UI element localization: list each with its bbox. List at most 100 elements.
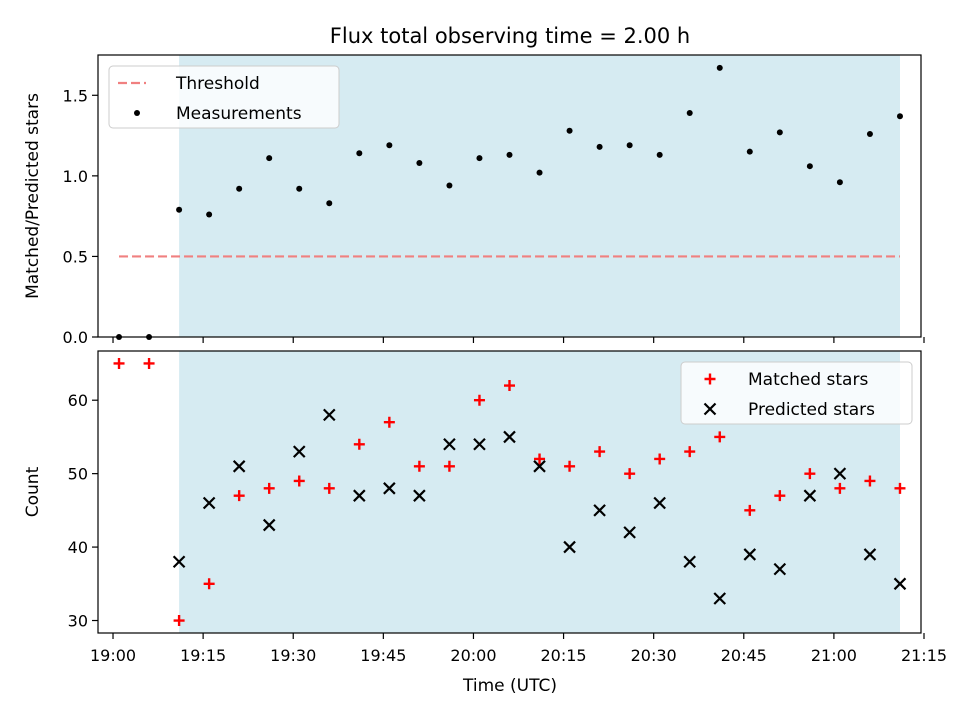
predicted-stars-point (863, 548, 877, 561)
matched-stars-point (894, 482, 906, 494)
measurements-point (236, 185, 243, 192)
predicted-stars-point (683, 555, 696, 569)
predicted-stars-point (743, 548, 757, 561)
x-tick-label: 20:00 (450, 646, 496, 665)
measurements-point (596, 143, 603, 150)
predicted-stars-point (443, 437, 456, 451)
measurements-point (866, 130, 873, 137)
legend: Threshold Measurements (108, 65, 340, 129)
y-tick-label: 50 (68, 465, 88, 484)
matched-stars-point (714, 431, 726, 443)
x-tick-label: 20:45 (721, 646, 767, 665)
matched-stars-point (534, 453, 546, 465)
legend-label: Predicted stars (748, 400, 875, 420)
measurements-point (836, 179, 843, 186)
predicted-stars-point (623, 526, 636, 539)
measurements-point (896, 113, 903, 120)
measurements-point (716, 64, 723, 71)
measurements-point (536, 169, 543, 176)
matched-stars-point (744, 504, 756, 516)
x-tick-label: 20:15 (541, 646, 587, 665)
legend-label: Matched stars (748, 370, 868, 390)
legend-matched-swatch (704, 373, 716, 385)
x-tick-label: 20:30 (631, 646, 677, 665)
matched-stars-point (233, 490, 245, 502)
predicted-stars-point (653, 496, 666, 510)
matched-stars-point (203, 578, 215, 590)
count-panel: 30 40 50 60 19:00 19:15 19:30 19:45 20:00 20:15 20… (23, 350, 947, 665)
x-tick-label: 19:45 (360, 646, 406, 665)
legend-box (108, 65, 340, 129)
measurements-point (776, 129, 783, 136)
measurements-point (566, 127, 573, 134)
measurements-point (746, 148, 753, 155)
matched-stars-point (684, 446, 696, 458)
matched-stars-point (413, 460, 425, 472)
matched-stars-point (564, 460, 576, 472)
predicted-stars-point (202, 496, 216, 510)
measurements-point (206, 211, 213, 218)
matched-stars-point (113, 357, 125, 369)
matched-stars-point (323, 482, 335, 494)
matched-stars-point (293, 475, 305, 487)
matched-stars-point (624, 468, 636, 480)
x-axis-label: Time (UTC) (462, 676, 557, 696)
matched-stars-point (654, 453, 666, 465)
measurements-point (416, 159, 423, 166)
predicted-stars-point (383, 482, 396, 495)
legend-label: Measurements (176, 104, 302, 124)
matched-stars-point (143, 357, 155, 369)
matched-stars-point (263, 482, 275, 494)
predicted-stars-point (803, 489, 817, 502)
legend-label: Threshold (175, 74, 260, 94)
measurements-point (356, 150, 363, 157)
y-tick-label: 0.5 (63, 247, 88, 266)
matched-stars-point (804, 468, 816, 480)
measurements-point (686, 110, 693, 117)
matched-stars-point (383, 416, 395, 428)
predicted-stars-point (172, 555, 186, 569)
matched-stars-point (173, 615, 185, 627)
axes-frame (97, 350, 922, 634)
predicted-stars-point (893, 577, 907, 591)
predicted-stars-point (533, 460, 546, 473)
measurements-point (326, 200, 333, 207)
y-tick-label: 60 (68, 391, 88, 410)
measurements-point (806, 163, 813, 170)
predicted-stars-point (773, 562, 787, 576)
x-tick-label: 19:30 (270, 646, 316, 665)
measurements-point (626, 142, 633, 149)
matched-stars-point (504, 380, 515, 392)
y-axis-label: Matched/Predicted stars (23, 93, 43, 299)
measurements-point (656, 151, 663, 158)
legend-box (680, 361, 913, 425)
legend-predicted-swatch (703, 402, 717, 416)
measurements-point (446, 182, 453, 189)
predicted-stars-point (232, 460, 246, 473)
x-tick-label: 21:00 (811, 646, 857, 665)
measurements-point (476, 155, 483, 162)
predicted-stars-point (262, 518, 276, 532)
predicted-stars-point (353, 489, 366, 502)
y-tick-label: 40 (68, 538, 88, 557)
predicted-stars-point (833, 467, 847, 480)
predicted-stars-point (593, 504, 606, 517)
axes-frame (97, 54, 922, 338)
predicted-stars-point (323, 408, 336, 422)
matched-stars-point (864, 475, 876, 487)
legend-measurements-swatch (134, 110, 140, 116)
measurements-point (386, 142, 393, 149)
ratio-panel: 0.0 0.5 1.0 1.5 Matched/Predicted stars Thres… (23, 54, 925, 347)
predicted-stars-point (713, 592, 727, 605)
y-tick-label: 0.0 (63, 328, 88, 347)
y-tick-label: 1.0 (63, 167, 88, 186)
y-axis-label: Count (23, 466, 43, 517)
matched-stars-point (594, 446, 606, 458)
matched-stars-point (834, 482, 846, 494)
measurements-point (506, 151, 513, 158)
figure-title: Flux total observing time = 2.00 h (330, 24, 690, 48)
measurements-point (266, 155, 273, 162)
predicted-stars-point (292, 445, 306, 458)
matched-stars-point (774, 490, 786, 502)
